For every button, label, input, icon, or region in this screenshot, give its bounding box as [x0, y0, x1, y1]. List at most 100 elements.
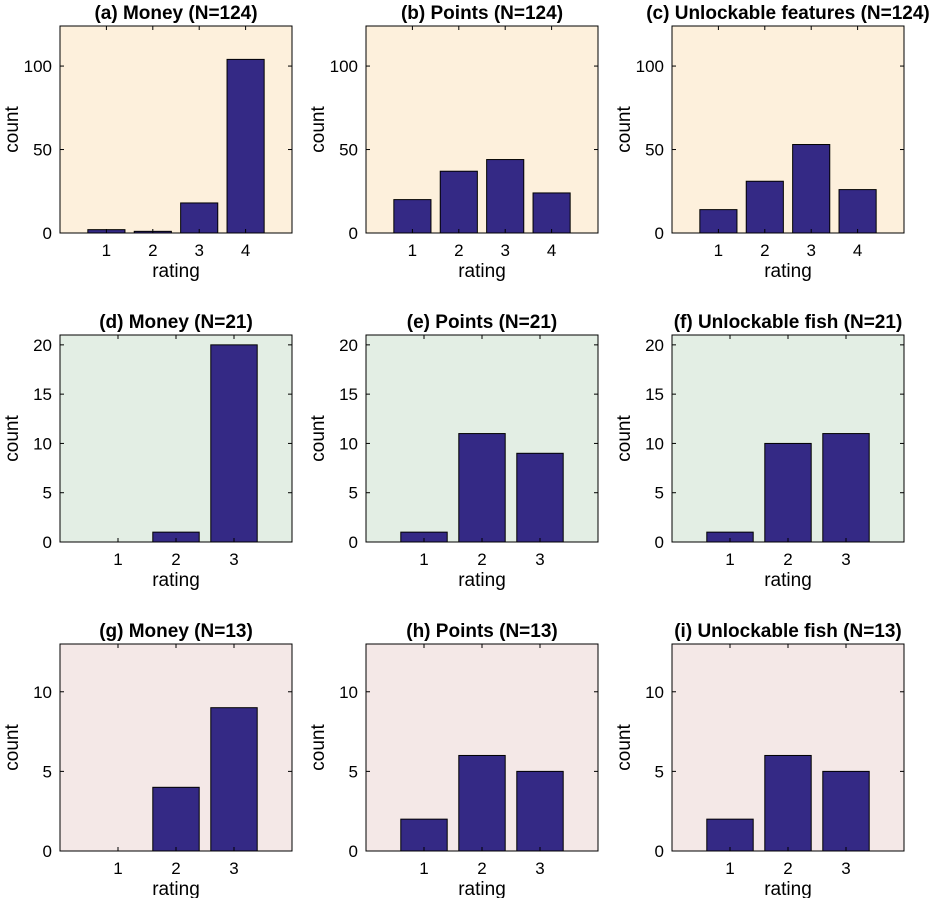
panel-e-ytick-label: 15 — [339, 385, 358, 404]
panel-g-title: (g) Money (N=13) — [99, 621, 253, 642]
panel-h-xlabel: rating — [458, 879, 506, 898]
panel-g-xtick-label: 1 — [113, 859, 122, 878]
panel-d-ytick-label: 20 — [33, 336, 52, 355]
panel-h-title: (h) Points (N=13) — [406, 621, 557, 642]
panel-a-ytick-label: 100 — [24, 57, 52, 76]
panel-c-xtick-label: 1 — [714, 241, 723, 260]
panel-c-ylabel: count — [614, 106, 635, 153]
panel-d-title: (d) Money (N=21) — [99, 312, 253, 333]
panel-e-ytick-label: 10 — [339, 434, 358, 453]
panel-h-bar-2 — [458, 754, 506, 852]
panel-d-xlabel: rating — [152, 570, 200, 591]
panel-g-ytick-label: 0 — [43, 842, 52, 861]
panel-a-title: (a) Money (N=124) — [94, 3, 257, 24]
panel-g-ylabel: count — [2, 724, 23, 771]
panel-f-ylabel: count — [614, 415, 635, 462]
panel-d-ytick-label: 5 — [43, 484, 52, 503]
panel-d-ytick-label: 15 — [33, 385, 52, 404]
panel-a-ytick-label: 0 — [43, 224, 52, 243]
panel-c-ytick-label: 0 — [655, 224, 664, 243]
panel-c-title: (c) Unlockable features (N=124) — [646, 3, 930, 24]
panel-h-ytick-label: 10 — [339, 683, 358, 702]
panel-d-ytick-label: 0 — [43, 533, 52, 552]
panel-f-bar-2 — [764, 442, 812, 543]
panel-e-ytick-label: 20 — [339, 336, 358, 355]
panel-a-xtick-label: 1 — [102, 241, 111, 260]
panel-i-xtick-label: 1 — [725, 859, 734, 878]
panel-g-ytick-label: 10 — [33, 683, 52, 702]
panel-b-ytick-label: 100 — [330, 57, 358, 76]
panel-f-bar-3 — [822, 433, 870, 543]
panel-b-bar-4 — [532, 192, 571, 234]
panel-i-bar-2 — [764, 754, 812, 852]
panel-e-bar-3 — [516, 452, 564, 543]
panel-f-xtick-label: 2 — [783, 550, 792, 569]
panel-g-xtick-label: 2 — [171, 859, 180, 878]
panel-f-ytick-label: 0 — [655, 533, 664, 552]
panel-g-ytick-label: 5 — [43, 762, 52, 781]
panel-b-xtick-label: 4 — [547, 241, 556, 260]
panel-b-bar-3 — [486, 159, 525, 234]
panel-a-ylabel: count — [2, 106, 23, 153]
panel-b-xtick-label: 2 — [454, 241, 463, 260]
panel-e-xtick-label: 2 — [477, 550, 486, 569]
panel-f-ytick-label: 20 — [645, 336, 664, 355]
panel-a-xtick-label: 4 — [241, 241, 250, 260]
panel-e-xtick-label: 1 — [419, 550, 428, 569]
panel-e-ytick-label: 0 — [349, 533, 358, 552]
panel-f-xtick-label: 3 — [841, 550, 850, 569]
panel-a-xtick-label: 3 — [194, 241, 203, 260]
panel-b-bar-1 — [393, 199, 432, 234]
panel-a-ytick-label: 50 — [33, 141, 52, 160]
panel-h-ytick-label: 0 — [349, 842, 358, 861]
panel-h-xtick-label: 3 — [535, 859, 544, 878]
panel-f-ytick-label: 5 — [655, 484, 664, 503]
panel-i-title: (i) Unlockable fish (N=13) — [674, 621, 902, 642]
panel-b-ytick-label: 50 — [339, 141, 358, 160]
panel-b-ylabel: count — [308, 106, 329, 153]
panel-b-title: (b) Points (N=124) — [401, 3, 563, 24]
panel-f-ytick-label: 10 — [645, 434, 664, 453]
panel-a-bar-3 — [180, 202, 219, 234]
panel-h-ytick-label: 5 — [349, 762, 358, 781]
panel-f-ytick-label: 15 — [645, 385, 664, 404]
panel-c-xlabel: rating — [764, 261, 812, 282]
panel-d-xtick-label: 3 — [229, 550, 238, 569]
panel-d-ytick-label: 10 — [33, 434, 52, 453]
panel-b-xtick-label: 1 — [408, 241, 417, 260]
panel-a-xlabel: rating — [152, 261, 200, 282]
panel-i-ytick-label: 5 — [655, 762, 664, 781]
panel-c-bar-4 — [838, 189, 877, 234]
panel-a-bar-4 — [226, 58, 265, 234]
panel-c-ytick-label: 50 — [645, 141, 664, 160]
panel-e-ylabel: count — [308, 415, 329, 462]
panel-c-bar-2 — [745, 180, 784, 234]
panel-f-xlabel: rating — [764, 570, 812, 591]
panel-c-axes-frame — [671, 25, 905, 234]
panel-f-xtick-label: 1 — [725, 550, 734, 569]
panel-c-xtick-label: 4 — [853, 241, 862, 260]
panel-h-xtick-label: 2 — [477, 859, 486, 878]
panel-c-bar-3 — [792, 144, 831, 234]
panel-b-xlabel: rating — [458, 261, 506, 282]
panel-b-axes-frame — [365, 25, 599, 234]
panel-d-xtick-label: 2 — [171, 550, 180, 569]
panel-d-xtick-label: 1 — [113, 550, 122, 569]
panel-h-bar-1 — [400, 818, 448, 852]
panel-h-ylabel: count — [308, 724, 329, 771]
panel-d-bar-3 — [210, 344, 258, 543]
panel-g-xtick-label: 3 — [229, 859, 238, 878]
panel-b-bar-2 — [439, 170, 478, 234]
panel-a-axes-frame — [59, 25, 293, 234]
panel-i-xtick-label: 3 — [841, 859, 850, 878]
panel-g-bar-3 — [210, 707, 258, 852]
panel-e-ytick-label: 5 — [349, 484, 358, 503]
panel-d-ylabel: count — [2, 415, 23, 462]
panel-i-bar-1 — [706, 818, 754, 852]
panel-i-ytick-label: 0 — [655, 842, 664, 861]
panel-i-ylabel: count — [614, 724, 635, 771]
panel-i-xtick-label: 2 — [783, 859, 792, 878]
panel-e-xlabel: rating — [458, 570, 506, 591]
panel-e-xtick-label: 3 — [535, 550, 544, 569]
